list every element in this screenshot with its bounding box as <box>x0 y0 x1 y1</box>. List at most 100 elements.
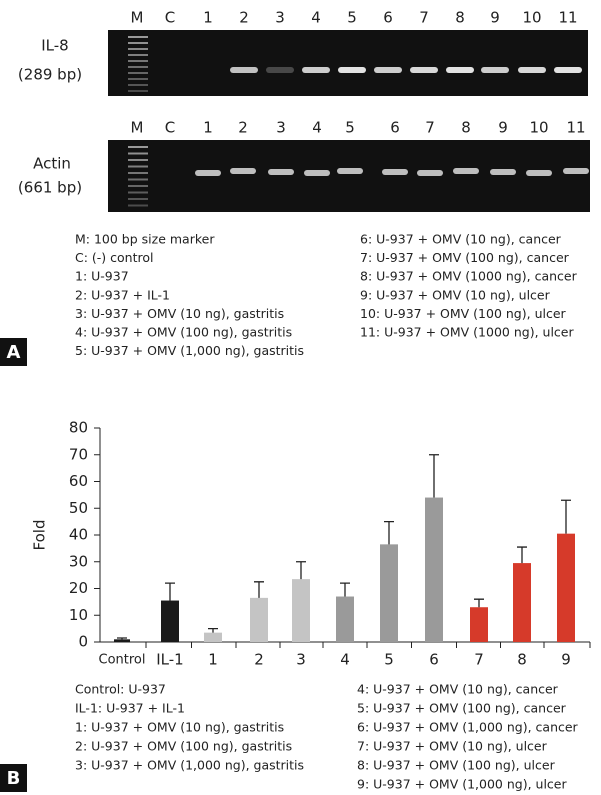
marker-band <box>128 166 148 168</box>
marker-band <box>128 146 148 148</box>
error-bar <box>165 583 175 600</box>
marker-band <box>128 42 148 44</box>
error-bar <box>117 638 127 639</box>
error-bar <box>208 629 218 633</box>
legend-text: C: (-) control <box>75 250 153 265</box>
error-bar <box>429 455 439 498</box>
marker-band <box>128 185 148 187</box>
marker-band <box>128 159 148 161</box>
y-tick-label: 50 <box>69 499 88 517</box>
legend-text: 6: U-937 + OMV (1,000 ng), cancer <box>357 720 579 735</box>
bar <box>204 633 222 642</box>
gel-band <box>230 67 258 73</box>
lane-label: 2 <box>238 119 248 137</box>
gel-label: IL-8 <box>41 37 68 55</box>
gel-band <box>302 67 330 73</box>
legend-text: M: 100 bp size marker <box>75 232 215 247</box>
marker-band <box>128 172 148 174</box>
bar <box>557 534 575 642</box>
marker-band <box>128 198 148 200</box>
bar <box>250 598 268 642</box>
gel-bottom <box>108 140 590 212</box>
gel-band <box>382 169 408 175</box>
gel-band <box>338 67 366 73</box>
x-tick-label: 9 <box>561 651 571 669</box>
gel-band <box>304 170 330 176</box>
lane-label: 5 <box>345 119 355 137</box>
marker-band <box>128 48 148 50</box>
legend-text: 5: U-937 + OMV (100 ng), cancer <box>357 701 567 716</box>
bar <box>380 544 398 642</box>
legend-text: 8: U-937 + OMV (100 ng), ulcer <box>357 758 556 773</box>
lane-label: 10 <box>522 9 541 27</box>
gel-band <box>268 169 294 175</box>
legend-text: 9: U-937 + OMV (10 ng), ulcer <box>360 287 551 302</box>
gel-band <box>554 67 582 73</box>
gel-band <box>266 67 294 73</box>
legend-text: 11: U-937 + OMV (1000 ng), ulcer <box>360 325 574 340</box>
marker-band <box>128 60 148 62</box>
legend-text: 4: U-937 + OMV (100 ng), gastritis <box>75 325 292 340</box>
gel-label: (661 bp) <box>18 179 82 197</box>
lane-label: 11 <box>558 9 577 27</box>
bar <box>470 607 488 642</box>
marker-band <box>128 205 148 207</box>
lane-label: 6 <box>390 119 400 137</box>
lane-label: C <box>165 9 175 27</box>
marker-band <box>128 36 148 38</box>
x-tick-label: 8 <box>517 651 527 669</box>
y-tick-label: 60 <box>69 472 88 490</box>
legend-text: 2: U-937 + IL-1 <box>75 287 170 302</box>
panel-label: B <box>7 768 21 789</box>
error-bar <box>561 500 571 533</box>
lane-label: 4 <box>312 119 322 137</box>
lane-label: 9 <box>490 9 500 27</box>
lane-label: 6 <box>383 9 393 27</box>
marker-band <box>128 78 148 80</box>
figure: IL-8 (289 bp) Actin (661 bp) A B Fold M C… <box>0 0 601 795</box>
x-tick-label: 6 <box>429 651 439 669</box>
error-bar <box>384 522 394 545</box>
gel-band <box>526 170 552 176</box>
lane-label: 4 <box>311 9 321 27</box>
lane-label: 8 <box>455 9 465 27</box>
gel-band <box>446 67 474 73</box>
gel-band <box>195 170 221 176</box>
y-tick-label: 20 <box>69 579 88 597</box>
panel-label: A <box>7 342 21 363</box>
lane-label: 7 <box>425 119 435 137</box>
error-bar <box>340 583 350 596</box>
legend-text: 1: U-937 <box>75 269 129 284</box>
y-tick-label: 10 <box>69 606 88 624</box>
lane-label: M <box>131 119 144 137</box>
legend-text: 9: U-937 + OMV (1,000 ng), ulcer <box>357 777 567 792</box>
lane-label: 8 <box>461 119 471 137</box>
gel-label: Actin <box>33 155 71 173</box>
bar <box>336 597 354 642</box>
lane-label: 9 <box>498 119 508 137</box>
marker-band <box>128 72 148 74</box>
x-tick-label: 7 <box>474 651 484 669</box>
gel-band <box>374 67 402 73</box>
x-tick-label: 1 <box>208 651 218 669</box>
x-tick-label: 4 <box>340 651 350 669</box>
gel-band <box>563 168 589 174</box>
lane-label: M <box>131 9 144 27</box>
gel-label: (289 bp) <box>18 66 82 84</box>
legend-text: 3: U-937 + OMV (1,000 ng), gastritis <box>75 758 304 773</box>
gel-band <box>481 67 509 73</box>
legend-text: 3: U-937 + OMV (10 ng), gastritis <box>75 306 284 321</box>
x-tick-label: 2 <box>254 651 264 669</box>
gel-band <box>337 168 363 174</box>
legend-text: 10: U-937 + OMV (100 ng), ulcer <box>360 306 567 321</box>
gel-top <box>108 30 588 96</box>
lane-label: 11 <box>566 119 585 137</box>
legend-text: 2: U-937 + OMV (100 ng), gastritis <box>75 739 292 754</box>
y-tick-label: 40 <box>69 526 88 544</box>
x-tick-label: IL-1 <box>156 651 183 669</box>
lane-label: 10 <box>529 119 548 137</box>
y-axis-label: Fold <box>31 520 49 551</box>
legend-text: Control: U-937 <box>75 682 166 697</box>
lane-label: C <box>165 119 175 137</box>
marker-band <box>128 84 148 86</box>
